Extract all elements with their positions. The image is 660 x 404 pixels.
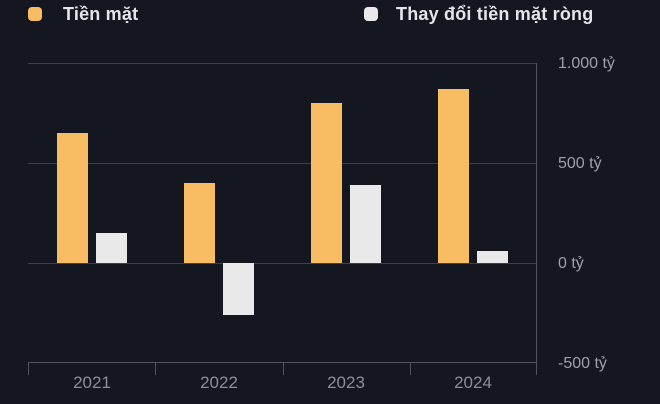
- bar-net-change-2022: [223, 263, 254, 315]
- x-tick-label-2022: 2022: [200, 373, 238, 392]
- legend-label-net-cash-change: Thay đổi tiền mặt ròng: [396, 3, 594, 24]
- x-tick-label-2023: 2023: [327, 373, 365, 392]
- x-axis-tick: [28, 363, 29, 375]
- x-tick-label-2024: 2024: [454, 373, 492, 392]
- y-tick-label-500: 500 tỷ: [558, 155, 602, 172]
- x-axis-tick: [410, 363, 411, 375]
- x-tick-label-2021: 2021: [73, 373, 111, 392]
- cash-legend-swatch-icon: [28, 7, 42, 21]
- bar-net-change-2024: [477, 251, 508, 263]
- y-tick-label-1000: 1.000 tỷ: [558, 55, 615, 72]
- x-axis-tick: [283, 363, 284, 375]
- x-axis-tick: [155, 363, 156, 375]
- gridline-0: [28, 263, 537, 264]
- x-axis-line: [28, 362, 537, 363]
- gridline-500: [28, 163, 537, 164]
- bar-net-change-2023: [350, 185, 381, 263]
- y-tick-label--500: -500 tỷ: [558, 355, 607, 372]
- legend-item-cash[interactable]: Tiền mặt: [28, 3, 138, 25]
- bar-cash-2023: [311, 103, 342, 263]
- bar-cash-2022: [184, 183, 215, 263]
- legend-label-cash: Tiền mặt: [63, 3, 139, 24]
- bar-cash-2024: [438, 89, 469, 263]
- bar-cash-2021: [57, 133, 88, 263]
- plot-area: [28, 63, 537, 375]
- right-axis-line: [536, 63, 537, 375]
- net-cash-change-legend-swatch-icon: [364, 7, 378, 21]
- gridline-1000: [28, 63, 537, 64]
- legend-item-net-cash-change[interactable]: Thay đổi tiền mặt ròng: [364, 3, 593, 25]
- y-tick-label-0: 0 tỷ: [558, 255, 584, 272]
- bar-net-change-2021: [96, 233, 127, 263]
